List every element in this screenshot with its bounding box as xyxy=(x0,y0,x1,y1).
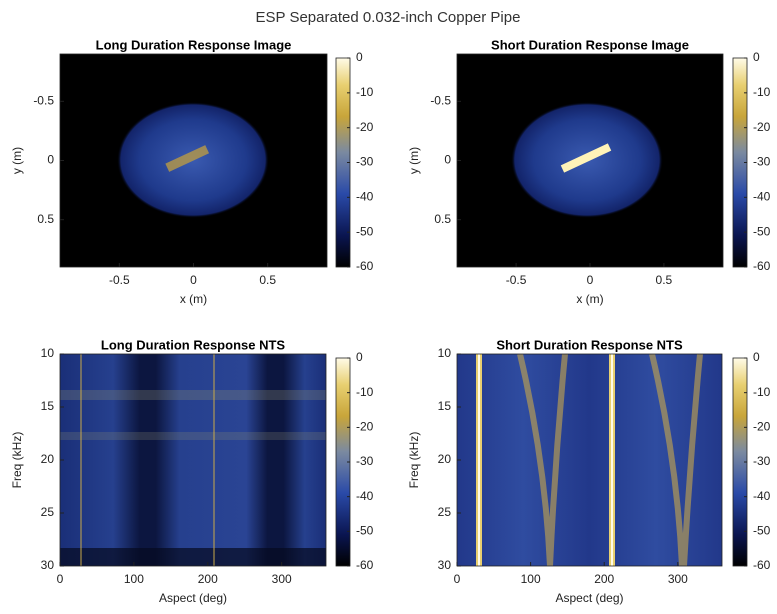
x-tick-label: 300 xyxy=(668,572,688,586)
y-tick-label: 0.5 xyxy=(37,212,54,226)
colorbar-tick-label: -20 xyxy=(753,420,771,434)
colorbar-tick-label: -60 xyxy=(356,259,374,273)
colorbar-tick-label: -50 xyxy=(753,524,771,538)
colorbar-tick-label: -10 xyxy=(753,385,771,399)
figure-title: ESP Separated 0.032-inch Copper Pipe xyxy=(256,9,521,26)
heatmap-image xyxy=(457,54,723,267)
colorbar-tick-label: -30 xyxy=(356,454,374,468)
x-tick-label: 100 xyxy=(521,572,541,586)
x-tick-label: 300 xyxy=(272,572,292,586)
colorbar-tick-label: 0 xyxy=(753,350,760,364)
colorbar-tick-label: 0 xyxy=(753,50,760,64)
x-tick-label: 0.5 xyxy=(656,273,673,287)
y-axis-label: Freq (kHz) xyxy=(407,432,421,489)
y-tick-label: 20 xyxy=(41,452,55,466)
colorbar-tick-label: -40 xyxy=(753,489,771,503)
colorbar-tick-label: -20 xyxy=(753,120,771,134)
y-tick-label: 10 xyxy=(41,346,55,360)
colorbar-tick-label: -10 xyxy=(753,85,771,99)
y-tick-label: 15 xyxy=(41,399,55,413)
x-tick-label: 200 xyxy=(198,572,218,586)
subplot-title: Long Duration Response NTS xyxy=(101,337,286,352)
subplot-title: Short Duration Response Image xyxy=(491,37,689,52)
x-tick-label: -0.5 xyxy=(109,273,130,287)
x-tick-label: 0 xyxy=(57,572,64,586)
colorbar-tick-label: -50 xyxy=(356,224,374,238)
colorbar-tick-label: -50 xyxy=(753,224,771,238)
x-tick-label: -0.5 xyxy=(506,273,527,287)
y-tick-label: 25 xyxy=(41,505,55,519)
colorbar-tick-label: 0 xyxy=(356,50,363,64)
y-tick-label: 30 xyxy=(438,558,452,572)
colorbar-tick-label: -40 xyxy=(356,190,374,204)
y-tick-label: 0 xyxy=(47,153,54,167)
y-tick-label: 15 xyxy=(438,399,452,413)
colorbar-tick-label: -20 xyxy=(356,420,374,434)
y-tick-label: 25 xyxy=(438,505,452,519)
colorbar-tick-label: -40 xyxy=(753,190,771,204)
y-tick-label: 0 xyxy=(444,153,451,167)
y-tick-label: 10 xyxy=(438,346,452,360)
x-axis-label: Aspect (deg) xyxy=(555,591,623,605)
colorbar-tick-label: -60 xyxy=(356,558,374,572)
colorbar-tick-label: -40 xyxy=(356,489,374,503)
colorbar-tick-label: -30 xyxy=(753,454,771,468)
x-tick-label: 200 xyxy=(594,572,614,586)
y-axis-label: y (m) xyxy=(10,147,24,174)
subplot-title: Long Duration Response Image xyxy=(96,37,292,52)
x-axis-label: x (m) xyxy=(180,292,207,306)
x-axis-label: Aspect (deg) xyxy=(159,591,227,605)
colorbar-tick-label: -30 xyxy=(356,155,374,169)
colorbar-tick-label: -60 xyxy=(753,259,771,273)
colorbar-tick-label: -50 xyxy=(356,524,374,538)
colorbar-tick-label: -30 xyxy=(753,155,771,169)
y-tick-label: 0.5 xyxy=(434,212,451,226)
y-axis-label: y (m) xyxy=(407,147,421,174)
colorbar-tick-label: -10 xyxy=(356,85,374,99)
x-axis-label: x (m) xyxy=(576,292,603,306)
x-tick-label: 100 xyxy=(124,572,144,586)
x-tick-label: 0 xyxy=(454,572,461,586)
colorbar-tick-label: -10 xyxy=(356,385,374,399)
x-tick-label: 0 xyxy=(587,273,594,287)
subplot-title: Short Duration Response NTS xyxy=(496,337,683,352)
heatmap-image xyxy=(457,354,722,566)
colorbar-tick-label: -20 xyxy=(356,120,374,134)
heatmap-image xyxy=(60,354,326,566)
y-axis-label: Freq (kHz) xyxy=(10,432,24,489)
y-tick-label: -0.5 xyxy=(430,94,451,108)
y-tick-label: 30 xyxy=(41,558,55,572)
colorbar-tick-label: -60 xyxy=(753,558,771,572)
y-tick-label: -0.5 xyxy=(33,94,54,108)
colorbar-tick-label: 0 xyxy=(356,350,363,364)
x-tick-label: 0 xyxy=(190,273,197,287)
y-tick-label: 20 xyxy=(438,452,452,466)
heatmap-image xyxy=(60,54,327,267)
x-tick-label: 0.5 xyxy=(259,273,276,287)
